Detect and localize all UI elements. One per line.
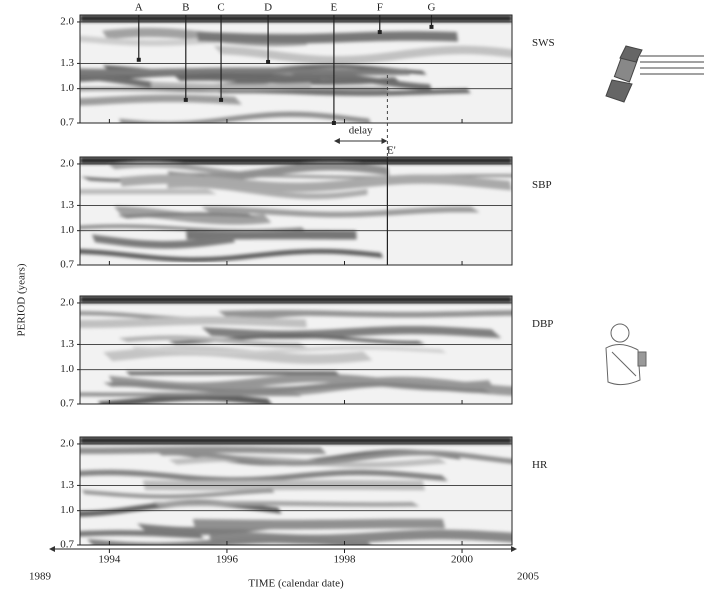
texture-band [91, 234, 236, 249]
panel-frame [79, 156, 513, 266]
texture-band [81, 488, 275, 499]
event-label: A [135, 2, 143, 14]
y-tick-label: 1.3 [60, 479, 74, 491]
x-tick-label: 2000 [451, 554, 474, 566]
y-axis-label: PERIOD (years) [16, 263, 28, 336]
texture-band [119, 174, 512, 192]
event-marker [266, 59, 271, 64]
panel-label: HR [532, 459, 548, 471]
event-marker [219, 97, 224, 102]
person-icon [605, 323, 647, 386]
y-tick-label: 1.0 [60, 224, 74, 236]
y-tick-label: 0.7 [60, 117, 74, 129]
texture-band [217, 88, 471, 96]
texture-band [80, 248, 384, 263]
y-tick-label: 0.7 [60, 259, 74, 271]
texture-band [80, 189, 217, 195]
event-label: F [377, 2, 383, 14]
event-label: E [331, 2, 338, 14]
x-tick-label: 1996 [216, 554, 239, 566]
texture-band [150, 81, 312, 91]
delay-label: delay [349, 125, 373, 137]
panel-label: SWS [532, 37, 555, 49]
event-label: G [428, 2, 436, 14]
texture-band [80, 296, 512, 303]
panel-label: DBP [532, 318, 553, 330]
x-axis-label: TIME (calendar date) [248, 578, 344, 590]
y-tick-label: 1.0 [60, 363, 74, 375]
texture-band [80, 157, 512, 164]
texture [80, 437, 512, 545]
event-marker [429, 24, 434, 29]
texture [80, 157, 512, 263]
y-tick-label: 2.0 [60, 437, 74, 449]
texture-band [80, 530, 205, 539]
texture-band [80, 437, 512, 444]
event-label: B [182, 2, 189, 14]
panel-frame [79, 14, 513, 124]
x-tick-label: 1998 [333, 554, 356, 566]
texture-band [103, 382, 492, 394]
texture-band [192, 518, 446, 530]
texture-band [80, 392, 302, 397]
texture-band [196, 31, 459, 44]
texture-band [119, 111, 371, 123]
texture-band [97, 394, 272, 404]
y-tick-label: 2.0 [60, 157, 74, 169]
texture-band [108, 161, 256, 179]
y-tick-label: 2.0 [60, 15, 74, 27]
y-tick-label: 1.3 [60, 199, 74, 211]
texture-band [80, 469, 448, 483]
y-tick-label: 0.7 [60, 398, 74, 410]
heatmap-texture [80, 437, 512, 545]
texture-band [117, 212, 257, 219]
y-tick-label: 1.0 [60, 504, 74, 516]
panel-frame [79, 436, 513, 546]
panel-label: SBP [532, 179, 552, 191]
satellite-icon [605, 45, 704, 103]
texture-band [80, 446, 327, 455]
event-label: D [264, 2, 272, 14]
event-marker [331, 121, 336, 125]
texture-band [80, 67, 411, 76]
x-tick-label: 1994 [98, 554, 121, 566]
texture-band [87, 535, 371, 545]
event-marker [183, 97, 188, 102]
event-marker [377, 30, 382, 35]
texture-band [167, 162, 390, 182]
texture-band [80, 94, 242, 106]
texture-band [125, 370, 341, 376]
texture-band [130, 345, 447, 355]
panel-frame [79, 295, 513, 405]
y-tick-label: 2.0 [60, 296, 74, 308]
axis-end-label: 1989 [29, 571, 52, 583]
texture-band [152, 501, 420, 507]
texture-band [174, 75, 401, 85]
texture-band [154, 450, 512, 466]
axis-end-label: 2005 [517, 571, 540, 583]
event-marker [136, 57, 141, 62]
texture-band [80, 15, 512, 22]
texture-band [80, 173, 210, 183]
texture-band [213, 45, 512, 65]
heatmap-texture [80, 296, 512, 404]
event-label: C [217, 2, 224, 14]
y-tick-label: 1.0 [60, 82, 74, 94]
event-label: E' [387, 145, 396, 157]
texture-band [80, 316, 307, 328]
heatmap-texture [80, 157, 512, 265]
texture [80, 15, 512, 123]
texture-band [201, 206, 480, 218]
y-tick-label: 1.3 [60, 338, 74, 350]
y-tick-label: 1.3 [60, 57, 74, 69]
heatmap-texture [80, 15, 512, 123]
